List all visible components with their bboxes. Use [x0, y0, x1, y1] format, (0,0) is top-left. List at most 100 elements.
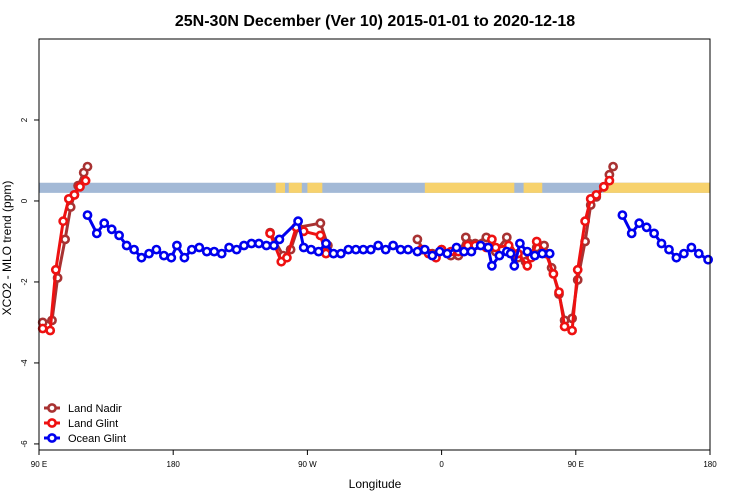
- data-series: [37, 161, 713, 336]
- data-point: [335, 248, 346, 259]
- data-point: [265, 228, 275, 239]
- series-ocean-glint: [82, 210, 713, 271]
- series-line: [42, 179, 87, 332]
- data-point: [91, 228, 102, 239]
- data-point: [82, 210, 93, 220]
- data-point: [216, 248, 227, 259]
- land-ocean-band: [39, 182, 710, 193]
- data-point: [412, 234, 423, 245]
- data-point: [306, 244, 316, 255]
- land-segment: [523, 182, 543, 193]
- legend-label: Land Nadir: [68, 403, 122, 415]
- legend-label: Land Glint: [68, 418, 118, 430]
- data-point: [466, 246, 477, 257]
- data-point: [490, 242, 501, 253]
- data-point: [522, 260, 533, 271]
- data-point: [395, 244, 406, 255]
- y-tick-label: -4: [20, 359, 29, 367]
- data-point: [572, 264, 583, 275]
- data-point: [403, 244, 413, 255]
- legend-entry: Land Nadir: [44, 403, 122, 415]
- data-point: [693, 248, 704, 259]
- data-point: [114, 230, 124, 241]
- land-segment: [424, 182, 515, 193]
- data-point: [365, 244, 376, 255]
- data-point: [427, 250, 438, 261]
- data-point: [531, 236, 542, 247]
- data-point: [559, 321, 570, 332]
- legend-entry: Land Glint: [44, 418, 118, 430]
- data-point: [194, 242, 205, 253]
- data-point: [483, 242, 494, 253]
- data-point: [60, 234, 70, 245]
- data-point: [45, 325, 56, 336]
- legend-label: Ocean Glint: [68, 433, 126, 445]
- data-point: [281, 252, 292, 263]
- data-point: [231, 244, 242, 255]
- data-point: [617, 210, 628, 220]
- data-point: [69, 189, 80, 200]
- land-segment: [603, 182, 710, 193]
- data-point: [373, 240, 384, 251]
- legend: Land Nadir Land Glint Ocean Glint: [44, 403, 126, 445]
- data-point: [293, 216, 303, 227]
- data-point: [649, 228, 659, 239]
- data-point: [166, 252, 177, 263]
- data-point: [321, 238, 331, 249]
- x-tick-label: 90 E: [568, 460, 584, 469]
- legend-marker: [47, 403, 57, 413]
- x-tick-label: 90 E: [31, 460, 47, 469]
- data-point: [412, 246, 423, 257]
- data-point: [679, 248, 689, 259]
- data-point: [671, 252, 682, 263]
- data-point: [129, 244, 139, 255]
- data-point: [419, 244, 430, 255]
- x-tick-label: 180: [167, 460, 181, 469]
- data-point: [501, 232, 512, 243]
- data-point: [598, 181, 609, 192]
- data-point: [494, 250, 505, 261]
- plot-frame: [38, 38, 711, 451]
- data-point: [604, 175, 615, 186]
- legend-entry: Ocean Glint: [44, 433, 126, 445]
- data-point: [554, 287, 564, 297]
- legend-marker: [47, 433, 57, 443]
- y-axis-label: XCO2 - MLO trend (ppm): [0, 181, 14, 316]
- data-point: [99, 218, 110, 229]
- data-point: [253, 238, 264, 249]
- data-point: [544, 248, 555, 259]
- data-point: [686, 242, 697, 253]
- data-point: [136, 252, 147, 263]
- y-tick-label: -6: [20, 440, 29, 448]
- data-point: [239, 240, 249, 251]
- data-point: [641, 222, 652, 233]
- data-point: [186, 244, 197, 255]
- data-point: [634, 218, 645, 229]
- data-point: [315, 230, 326, 241]
- land-segment: [288, 182, 302, 193]
- data-point: [608, 161, 618, 172]
- data-point: [37, 323, 48, 334]
- data-point: [656, 238, 667, 249]
- x-axis-label: Longitude: [349, 477, 402, 491]
- data-point: [486, 234, 497, 245]
- data-point: [171, 240, 182, 251]
- data-point: [460, 232, 471, 243]
- data-point: [144, 248, 154, 259]
- data-point: [179, 252, 190, 263]
- data-point: [548, 268, 559, 279]
- data-point: [321, 248, 331, 259]
- land-segment: [307, 182, 323, 193]
- data-point: [522, 246, 533, 257]
- data-point: [486, 260, 497, 271]
- data-point: [261, 240, 272, 251]
- data-point: [591, 189, 602, 200]
- data-point: [75, 181, 85, 192]
- data-point: [58, 216, 69, 227]
- x-tick-label: 0: [439, 460, 444, 469]
- data-point: [434, 246, 445, 257]
- x-tick-label: 90 W: [298, 460, 317, 469]
- data-point: [358, 244, 369, 255]
- data-point: [274, 234, 285, 245]
